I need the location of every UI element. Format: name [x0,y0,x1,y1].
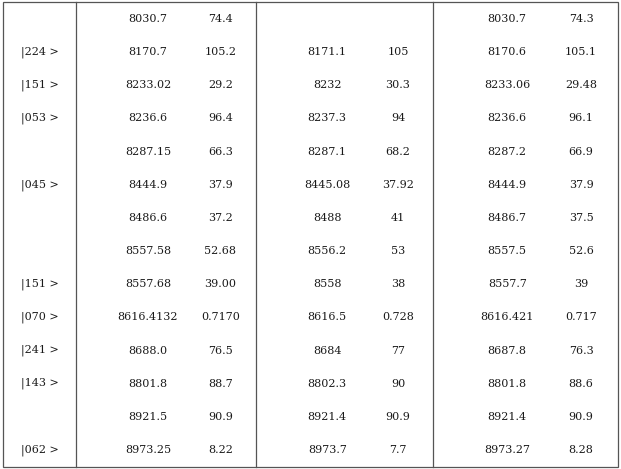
Text: 0.728: 0.728 [382,312,414,322]
Text: 76.3: 76.3 [569,346,594,356]
Text: |143 >: |143 > [20,378,58,389]
Text: 8.28: 8.28 [569,445,594,455]
Text: 66.3: 66.3 [208,147,233,157]
Text: 52.68: 52.68 [204,246,236,256]
Text: 105.2: 105.2 [204,47,236,57]
Text: 38: 38 [391,279,405,289]
Text: 8684: 8684 [313,346,342,356]
Text: 52.6: 52.6 [569,246,594,256]
Text: 90.9: 90.9 [208,412,233,422]
Text: |062 >: |062 > [20,444,58,456]
Text: 105.1: 105.1 [565,47,597,57]
Text: 74.4: 74.4 [208,14,233,24]
Text: 8237.3: 8237.3 [308,113,347,123]
Text: 8444.9: 8444.9 [129,180,168,190]
Text: 7.7: 7.7 [389,445,407,455]
Text: 96.4: 96.4 [208,113,233,123]
Text: 29.48: 29.48 [565,80,597,90]
Text: 8921.4: 8921.4 [487,412,527,422]
Text: 8802.3: 8802.3 [307,379,347,389]
Text: 8444.9: 8444.9 [487,180,527,190]
Text: 8486.6: 8486.6 [129,213,168,223]
Text: 8688.0: 8688.0 [129,346,168,356]
Text: 8801.8: 8801.8 [129,379,168,389]
Text: |053 >: |053 > [20,113,58,124]
Text: 8170.6: 8170.6 [487,47,527,57]
Text: 8236.6: 8236.6 [129,113,168,123]
Text: 37.92: 37.92 [382,180,414,190]
Text: 90.9: 90.9 [386,412,410,422]
Text: 90: 90 [391,379,405,389]
Text: 39: 39 [574,279,588,289]
Text: 8236.6: 8236.6 [487,113,527,123]
Text: 8557.68: 8557.68 [125,279,171,289]
Text: 53: 53 [391,246,405,256]
Text: |224 >: |224 > [20,46,58,58]
Text: 77: 77 [391,346,405,356]
Text: 8687.8: 8687.8 [487,346,527,356]
Text: 8556.2: 8556.2 [307,246,347,256]
Text: 88.6: 88.6 [569,379,594,389]
Text: 8558: 8558 [313,279,342,289]
Text: 8557.58: 8557.58 [125,246,171,256]
Text: 8557.7: 8557.7 [487,279,527,289]
Text: 8973.27: 8973.27 [484,445,530,455]
Text: 8801.8: 8801.8 [487,379,527,389]
Text: 37.9: 37.9 [569,180,594,190]
Text: 8445.08: 8445.08 [304,180,350,190]
Text: 76.5: 76.5 [208,346,233,356]
Text: 37.5: 37.5 [569,213,594,223]
Text: 37.2: 37.2 [208,213,233,223]
Text: 8233.06: 8233.06 [484,80,530,90]
Text: |045 >: |045 > [20,179,58,190]
Text: 8616.4132: 8616.4132 [118,312,178,322]
Text: 68.2: 68.2 [386,147,410,157]
Text: 8616.5: 8616.5 [307,312,347,322]
Text: 94: 94 [391,113,405,123]
Text: |151 >: |151 > [20,279,58,290]
Text: 8486.7: 8486.7 [487,213,527,223]
Text: 30.3: 30.3 [386,80,410,90]
Text: |070 >: |070 > [20,312,58,323]
Text: 8921.4: 8921.4 [307,412,347,422]
Text: 37.9: 37.9 [208,180,233,190]
Text: 8557.5: 8557.5 [487,246,527,256]
Text: 8030.7: 8030.7 [129,14,168,24]
Text: 8616.421: 8616.421 [481,312,534,322]
Text: 8232: 8232 [313,80,342,90]
Text: 39.00: 39.00 [204,279,236,289]
Text: 8287.1: 8287.1 [308,147,347,157]
Text: 8287.2: 8287.2 [487,147,527,157]
Text: 8921.5: 8921.5 [129,412,168,422]
Text: 88.7: 88.7 [208,379,233,389]
Text: |151 >: |151 > [20,80,58,91]
Text: 8030.7: 8030.7 [487,14,527,24]
Text: 96.1: 96.1 [569,113,594,123]
Text: |241 >: |241 > [20,345,58,356]
Text: 8973.25: 8973.25 [125,445,171,455]
Text: 90.9: 90.9 [569,412,594,422]
Text: 66.9: 66.9 [569,147,594,157]
Text: 74.3: 74.3 [569,14,594,24]
Text: 105: 105 [388,47,409,57]
Text: 0.7170: 0.7170 [201,312,240,322]
Text: 8170.7: 8170.7 [129,47,168,57]
Text: 8287.15: 8287.15 [125,147,171,157]
Text: 8973.7: 8973.7 [308,445,347,455]
Text: 8.22: 8.22 [208,445,233,455]
Text: 0.717: 0.717 [565,312,597,322]
Text: 29.2: 29.2 [208,80,233,90]
Text: 8171.1: 8171.1 [308,47,347,57]
Text: 41: 41 [391,213,405,223]
Text: 8488: 8488 [313,213,342,223]
Text: 8233.02: 8233.02 [125,80,171,90]
